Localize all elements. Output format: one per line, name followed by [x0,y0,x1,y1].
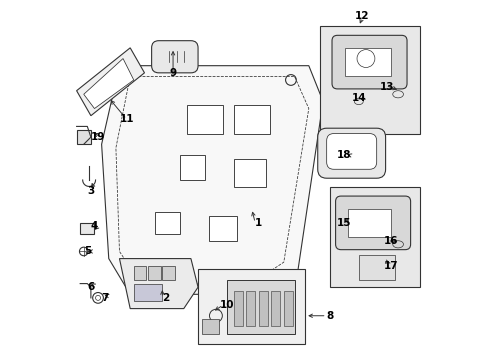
Bar [134,266,146,280]
Text: 10: 10 [219,300,233,310]
FancyBboxPatch shape [151,41,198,73]
Text: 17: 17 [383,261,397,271]
Text: 19: 19 [91,132,105,142]
Text: 9: 9 [169,68,176,78]
Text: 4: 4 [91,221,98,231]
Bar [208,216,237,241]
Bar [233,158,265,187]
Bar [258,291,267,327]
Bar [358,255,394,280]
Text: 1: 1 [255,218,262,228]
Text: 7: 7 [102,293,109,303]
Text: 6: 6 [87,282,94,292]
Bar [151,284,169,301]
Polygon shape [77,48,144,116]
Bar [80,223,94,234]
Bar [134,284,162,301]
Text: 2: 2 [162,293,169,303]
FancyBboxPatch shape [319,26,419,134]
Bar [226,280,294,334]
Bar [347,208,390,237]
Bar [246,291,255,327]
Bar [187,105,223,134]
FancyBboxPatch shape [198,269,305,344]
Bar [77,130,91,144]
Bar [344,48,390,76]
Text: 12: 12 [354,11,369,21]
Text: 5: 5 [83,247,91,256]
Bar [271,291,280,327]
Bar [148,266,160,280]
Text: 11: 11 [119,114,134,124]
Text: 8: 8 [326,311,333,321]
Text: 16: 16 [383,236,397,246]
Polygon shape [83,59,134,109]
Text: 14: 14 [351,93,366,103]
FancyBboxPatch shape [331,35,406,89]
Polygon shape [119,258,198,309]
Bar [283,291,292,327]
FancyBboxPatch shape [326,134,376,169]
Text: 18: 18 [337,150,351,160]
FancyBboxPatch shape [329,187,419,287]
Bar [233,105,269,134]
Bar [155,212,180,234]
FancyBboxPatch shape [317,128,385,178]
Bar [162,266,175,280]
Text: 13: 13 [379,82,394,92]
Bar [180,155,205,180]
Polygon shape [102,66,323,294]
Text: 15: 15 [337,218,351,228]
FancyBboxPatch shape [335,196,410,249]
Bar [201,319,219,334]
Text: 3: 3 [87,186,94,196]
Bar [233,291,242,327]
